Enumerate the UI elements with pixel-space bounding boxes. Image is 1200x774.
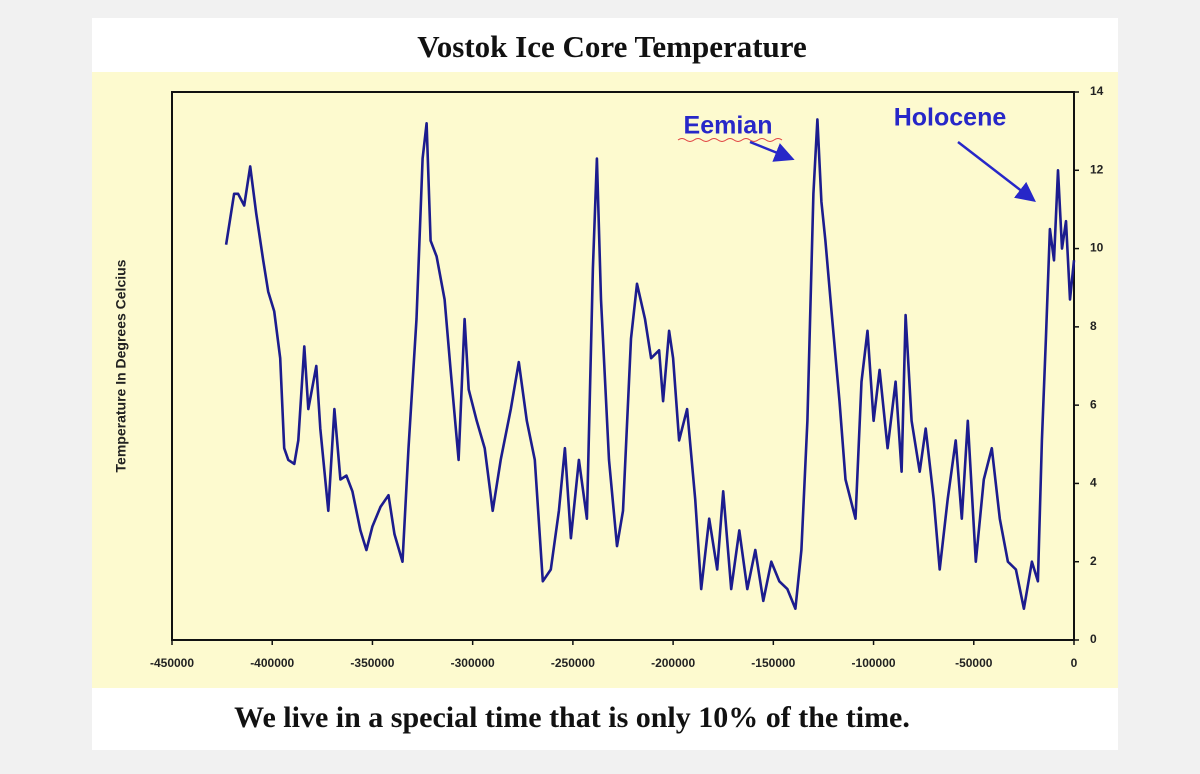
x-tick-label: -50000: [955, 656, 993, 670]
x-tick-label: -400000: [250, 656, 294, 670]
x-tick-label: -300000: [451, 656, 495, 670]
chart-title: Vostok Ice Core Temperature: [417, 29, 806, 64]
y-tick-label: 0: [1090, 632, 1097, 646]
y-tick-label: 2: [1090, 554, 1097, 568]
arrow: [749, 140, 795, 162]
y-tick-label: 10: [1090, 241, 1104, 255]
x-tick-label: -350000: [350, 656, 394, 670]
x-tick-label: 0: [1071, 656, 1078, 670]
y-axis-label: Temperature In Degrees Celcius: [113, 259, 129, 472]
y-tick-label: 14: [1090, 84, 1104, 98]
annotation: Eemian: [684, 112, 773, 140]
annotation: Holocene: [894, 104, 1007, 132]
x-tick-label: -450000: [150, 656, 194, 670]
caption: We live in a special time that is only 1…: [234, 701, 910, 734]
x-tick-label: -250000: [551, 656, 595, 670]
y-tick-label: 6: [1090, 397, 1097, 411]
y-tick-label: 12: [1090, 162, 1104, 176]
arrow: [957, 141, 1036, 203]
spellcheck-underline: [677, 138, 783, 142]
plot-frame: [171, 91, 1075, 641]
temperature-line: [224, 118, 1076, 610]
x-tick-label: -150000: [751, 656, 795, 670]
y-tick-label: 4: [1090, 476, 1097, 490]
y-tick-label: 8: [1090, 319, 1097, 333]
x-tick-label: -100000: [852, 656, 896, 670]
x-tick-label: -200000: [651, 656, 695, 670]
